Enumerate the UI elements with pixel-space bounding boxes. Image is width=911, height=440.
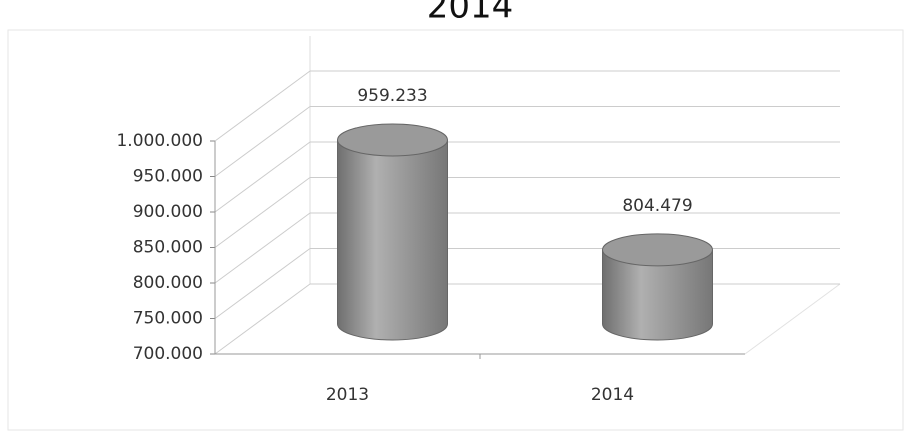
chart-title: 2014	[427, 0, 514, 27]
y-tick-label: 850.000	[133, 238, 203, 258]
y-tick-label: 900.000	[133, 202, 203, 222]
x-tick-label: 2014	[591, 385, 634, 405]
bar	[337, 139, 448, 341]
y-tick-label: 1.000.000	[116, 131, 203, 151]
grid-line	[214, 283, 311, 355]
y-tick-label: 750.000	[133, 309, 203, 329]
bar-top	[602, 233, 713, 267]
y-tick-label: 800.000	[133, 273, 203, 293]
bar-top	[337, 123, 448, 157]
grid-line	[214, 248, 311, 319]
floor-right-edge	[744, 283, 841, 355]
bar	[602, 249, 713, 341]
grid-line	[214, 141, 311, 213]
chart-frame	[7, 29, 904, 431]
grid-line	[214, 212, 311, 284]
grid-line	[214, 106, 311, 177]
y-tick-label: 700.000	[133, 344, 203, 364]
data-label: 959.233	[357, 86, 427, 106]
grid-line	[214, 70, 311, 142]
data-label: 804.479	[622, 196, 692, 216]
x-tick-label: 2013	[326, 385, 369, 405]
y-tick-label: 950.000	[133, 167, 203, 187]
grid-line	[214, 177, 311, 248]
